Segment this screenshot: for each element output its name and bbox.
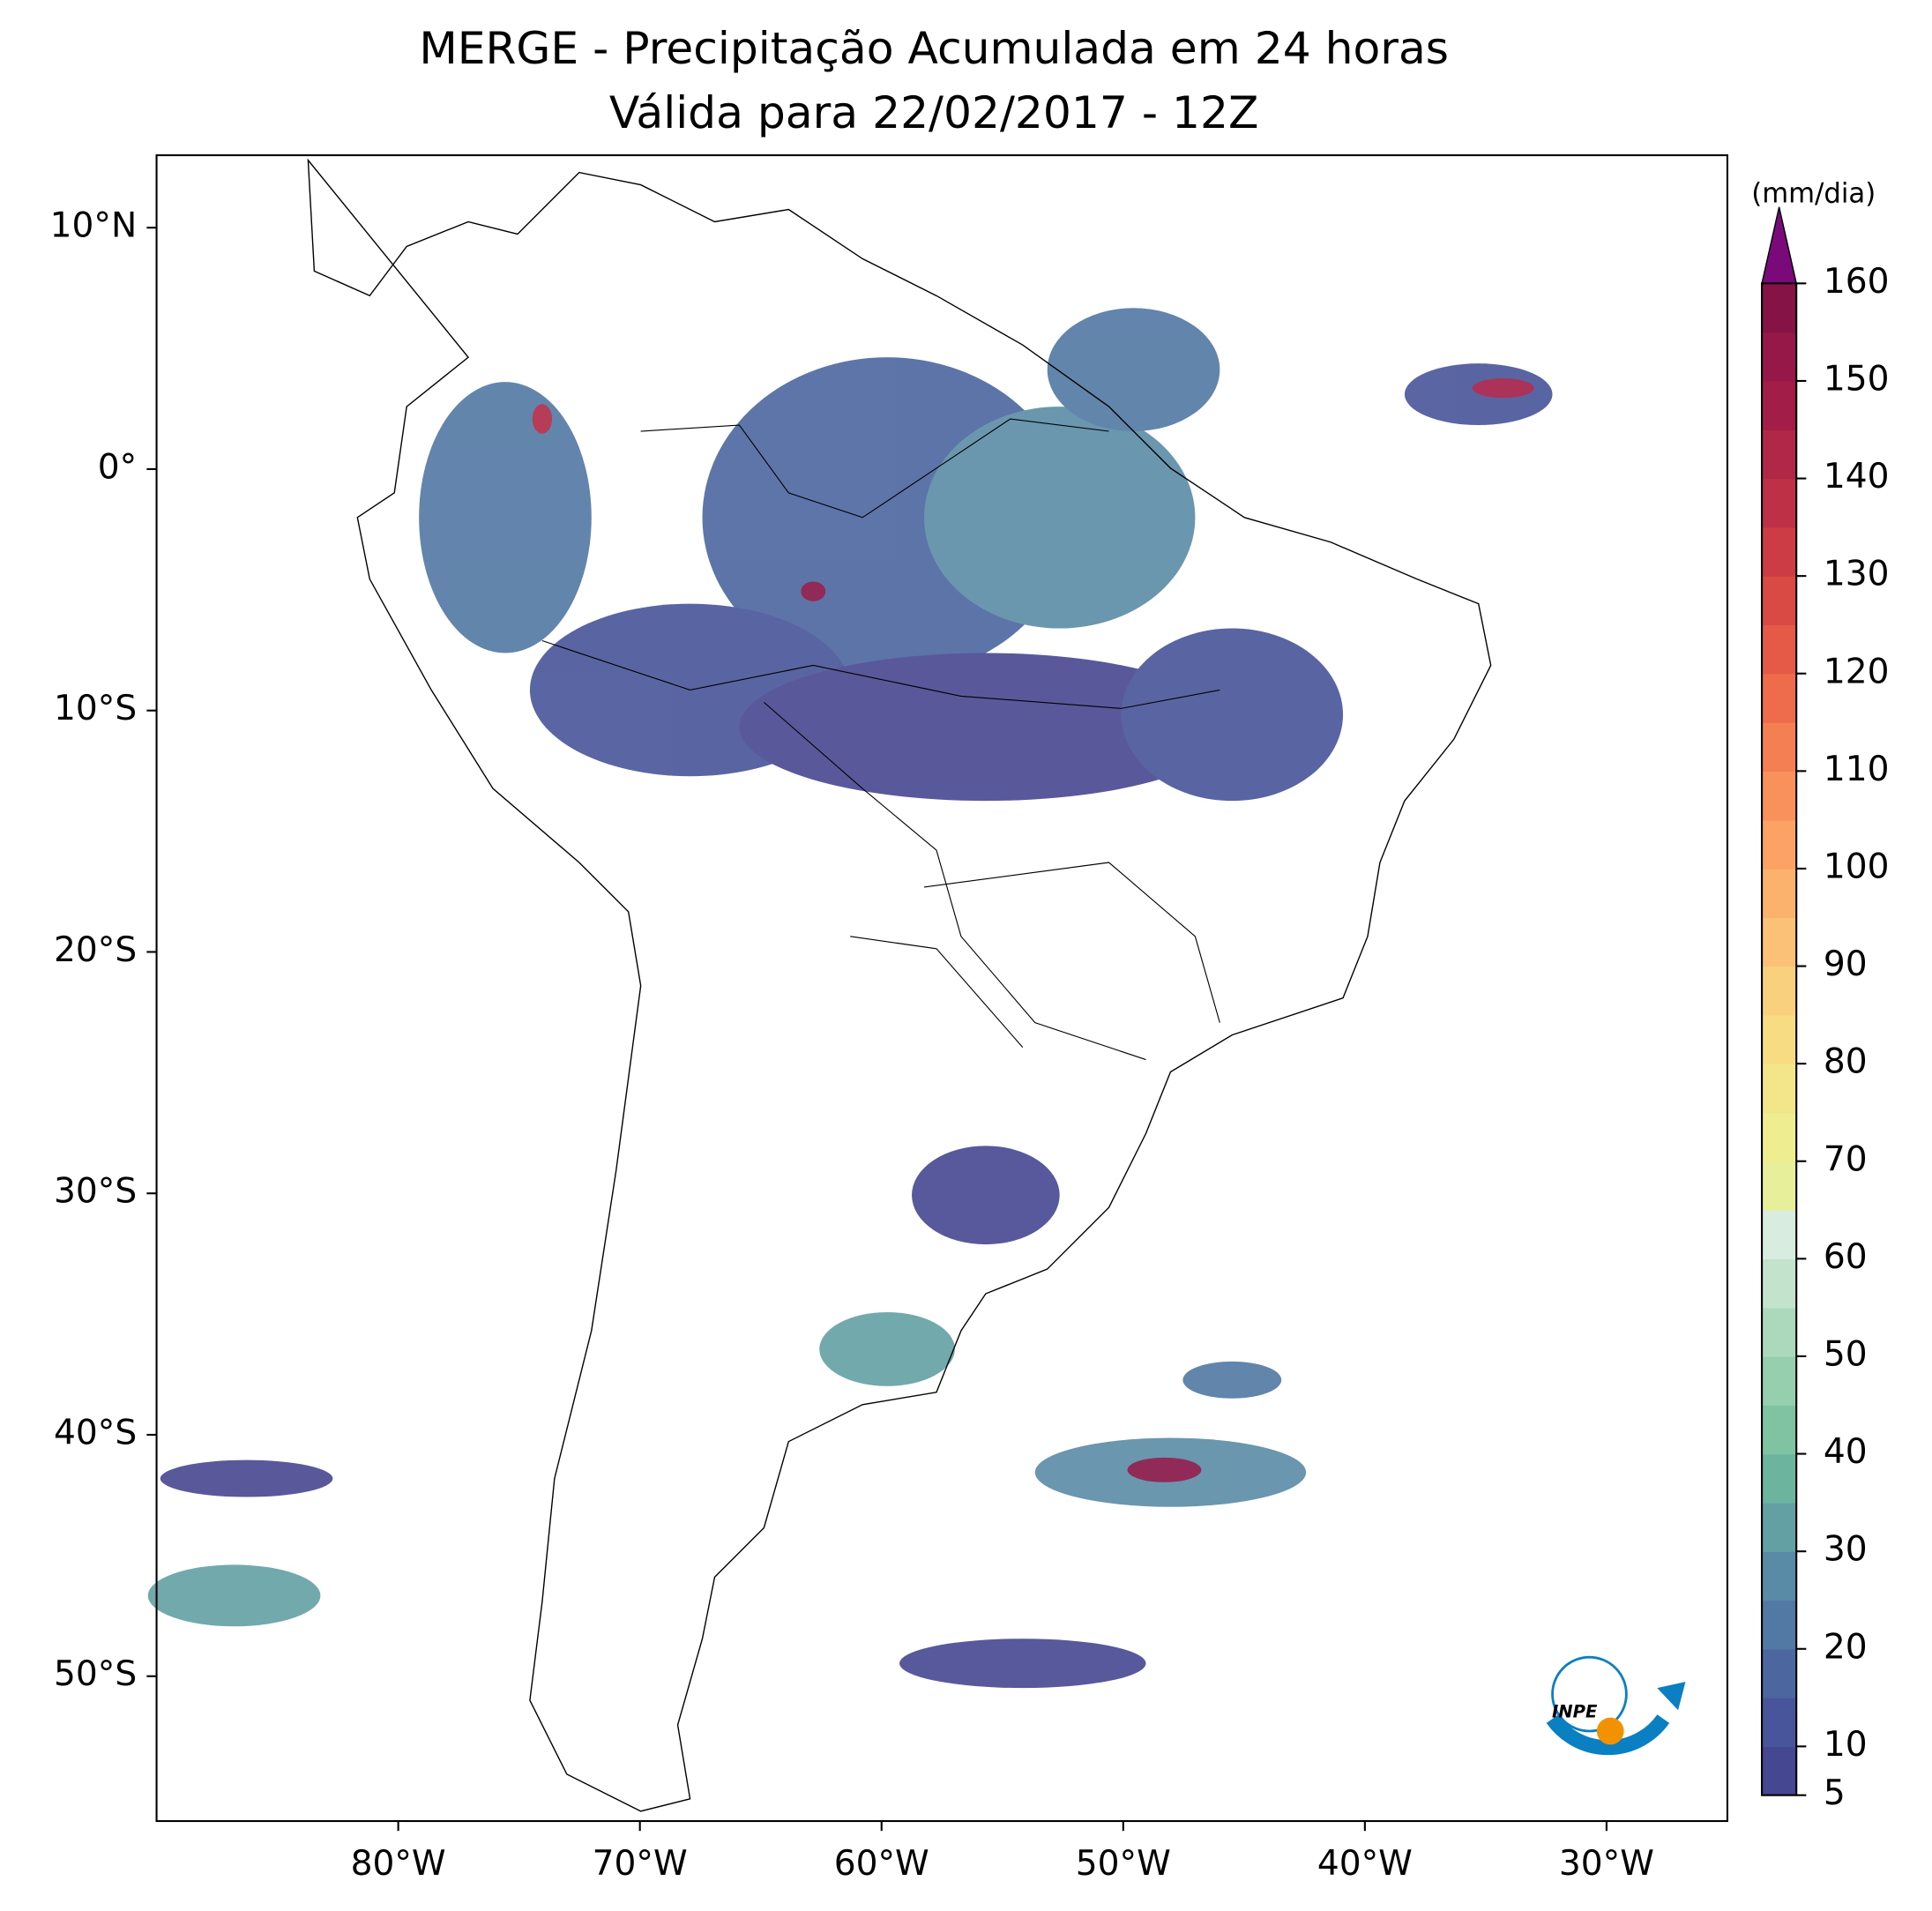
colorbar-tick-label: 5 [1824, 1773, 1846, 1813]
colorbar-segment [1762, 1551, 1797, 1601]
logo-text: INPE [1552, 1702, 1598, 1722]
y-tick-label: 0° [98, 447, 137, 487]
colorbar-segment [1762, 1502, 1797, 1552]
colorbar-segment [1762, 576, 1797, 626]
plot-frame [155, 153, 1728, 1823]
x-tick-label: 30°W [1559, 1844, 1654, 1884]
colorbar-segment [1762, 1161, 1797, 1211]
colorbar-segment [1762, 1064, 1797, 1114]
y-tick-label: 20°S [54, 930, 137, 970]
colorbar-tick-label: 90 [1824, 944, 1868, 984]
colorbar-segment [1762, 1014, 1797, 1064]
y-tick-label: 50°S [54, 1654, 137, 1694]
map-layer [147, 153, 1728, 1823]
colorbar-tick-label: 110 [1824, 750, 1890, 789]
colorbar-segment [1762, 1210, 1797, 1260]
colorbar-tick-label: 100 [1824, 847, 1890, 886]
colorbar-tick-label: 10 [1824, 1725, 1868, 1765]
colorbar-tick-label: 40 [1824, 1432, 1868, 1472]
x-tick-label: 70°W [593, 1844, 688, 1884]
colorbar-segment [1762, 1307, 1797, 1357]
colorbar-segment [1762, 1648, 1797, 1698]
colorbar-segment [1762, 966, 1797, 1016]
colorbar-tick-label: 120 [1824, 652, 1890, 691]
colorbar-tick-label: 70 [1824, 1139, 1868, 1179]
colorbar-tick-label: 140 [1824, 457, 1890, 496]
title: MERGE - Precipitação Acumulada em 24 hor… [419, 22, 1449, 74]
precipitation-field [147, 308, 1553, 1689]
colorbar-segment [1762, 819, 1797, 870]
colorbar-segment [1762, 624, 1797, 675]
colorbar-label: (mm/dia) [1751, 177, 1876, 209]
colorbar-segment [1762, 1600, 1797, 1650]
colorbar-tick-label: 150 [1824, 359, 1890, 399]
x-tick-label: 60°W [834, 1844, 929, 1884]
colorbar-tick-label: 60 [1824, 1237, 1868, 1277]
colorbar-segment [1762, 332, 1797, 382]
colorbar-segment [1762, 1405, 1797, 1455]
subtitle: Válida para 22/02/2017 - 12Z [609, 86, 1259, 138]
colorbar-segment [1762, 673, 1797, 723]
colorbar-segment [1762, 771, 1797, 821]
colorbar-segment [1762, 722, 1797, 773]
colorbar-segment [1762, 283, 1797, 333]
colorbar-tick-label: 30 [1824, 1530, 1868, 1570]
colorbar-segment [1762, 1355, 1797, 1406]
x-tick-label: 40°W [1317, 1844, 1413, 1884]
colorbar-tick-label: 20 [1824, 1627, 1868, 1667]
y-tick-label: 40°S [54, 1413, 137, 1452]
coastline [307, 158, 1492, 1812]
colorbar-tick-label: 160 [1824, 262, 1890, 302]
colorbar-tick-label: 130 [1824, 555, 1890, 594]
y-tick-label: 10°N [50, 206, 138, 246]
colorbar-segment [1762, 1746, 1797, 1796]
borders [541, 418, 1220, 1061]
x-tick-label: 50°W [1076, 1844, 1171, 1884]
colorbar-frame [1761, 282, 1798, 1796]
colorbar-segment [1762, 1112, 1797, 1162]
colorbar-segment [1762, 868, 1797, 918]
y-tick-label: 30°S [54, 1172, 137, 1212]
colorbar-segment [1762, 380, 1797, 430]
x-tick-label: 80°W [351, 1844, 446, 1884]
colorbar-extend [1761, 206, 1798, 285]
colorbar-segment [1762, 1258, 1797, 1309]
y-tick-label: 10°S [54, 689, 137, 728]
inpe-logo: INPE [1546, 1655, 1686, 1756]
colorbar-segment [1762, 429, 1797, 480]
colorbar-tick-label: 50 [1824, 1334, 1868, 1374]
colorbar-segment [1762, 1453, 1797, 1504]
colorbar-segment [1762, 478, 1797, 528]
colorbar-tick-label: 80 [1824, 1042, 1868, 1082]
colorbar-segment [1762, 526, 1797, 577]
colorbar-segment [1762, 917, 1797, 967]
colorbar-segment [1762, 1698, 1797, 1748]
